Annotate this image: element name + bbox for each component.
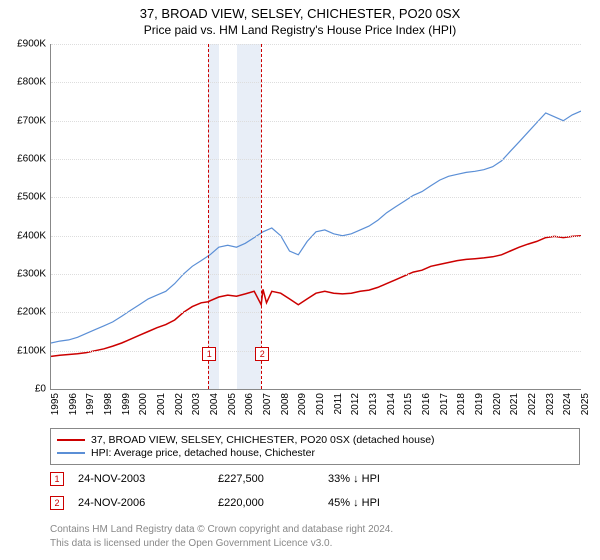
sale-marker-box: 1: [202, 347, 216, 361]
x-axis-label: 2010: [315, 393, 326, 423]
sale-price: £227,500: [218, 473, 328, 485]
x-axis-label: 2006: [244, 393, 255, 423]
legend-item-property: 37, BROAD VIEW, SELSEY, CHICHESTER, PO20…: [57, 434, 573, 446]
x-axis-label: 2002: [174, 393, 185, 423]
sale-marker-box: 2: [255, 347, 269, 361]
footnote-copyright: Contains HM Land Registry data © Crown c…: [50, 524, 393, 535]
sale-pct-vs-hpi: 33% ↓ HPI: [328, 473, 448, 485]
gridline: [51, 121, 581, 122]
x-axis-label: 2020: [492, 393, 503, 423]
x-axis-label: 2011: [333, 393, 344, 423]
y-axis-label: £300K: [4, 269, 46, 280]
title-subtitle: Price paid vs. HM Land Registry's House …: [0, 23, 600, 37]
x-axis-label: 2024: [562, 393, 573, 423]
legend-label: HPI: Average price, detached house, Chic…: [91, 447, 315, 459]
x-axis-label: 2008: [280, 393, 291, 423]
x-axis-label: 2000: [138, 393, 149, 423]
sale-row-2: 2 24-NOV-2006 £220,000 45% ↓ HPI: [50, 496, 580, 510]
x-axis-label: 2015: [403, 393, 414, 423]
x-axis-label: 2013: [368, 393, 379, 423]
chart-svg: [51, 44, 581, 389]
gridline: [51, 312, 581, 313]
x-axis-label: 1995: [50, 393, 61, 423]
sale-row-1: 1 24-NOV-2003 £227,500 33% ↓ HPI: [50, 472, 580, 486]
sale-date: 24-NOV-2003: [78, 473, 218, 485]
y-axis-label: £200K: [4, 307, 46, 318]
y-axis-label: £600K: [4, 154, 46, 165]
x-axis-label: 2018: [456, 393, 467, 423]
x-axis-label: 2017: [439, 393, 450, 423]
x-axis-label: 1999: [121, 393, 132, 423]
x-axis-label: 2003: [191, 393, 202, 423]
x-axis-label: 2022: [527, 393, 538, 423]
legend-swatch: [57, 439, 85, 441]
x-axis-label: 2012: [350, 393, 361, 423]
chart-container: 37, BROAD VIEW, SELSEY, CHICHESTER, PO20…: [0, 0, 600, 560]
gridline: [51, 159, 581, 160]
y-axis-label: £400K: [4, 230, 46, 241]
legend-box: 37, BROAD VIEW, SELSEY, CHICHESTER, PO20…: [50, 428, 580, 465]
legend-label: 37, BROAD VIEW, SELSEY, CHICHESTER, PO20…: [91, 434, 435, 446]
series-line-property: [51, 236, 581, 357]
sale-marker-line: [208, 44, 209, 389]
x-axis-label: 2014: [386, 393, 397, 423]
gridline: [51, 351, 581, 352]
title-block: 37, BROAD VIEW, SELSEY, CHICHESTER, PO20…: [0, 0, 600, 37]
x-axis-label: 2023: [545, 393, 556, 423]
series-line-hpi: [51, 111, 581, 343]
x-axis-label: 2009: [297, 393, 308, 423]
sale-marker-icon: 1: [50, 472, 64, 486]
x-axis-label: 2019: [474, 393, 485, 423]
x-axis-label: 2004: [209, 393, 220, 423]
x-axis-label: 2016: [421, 393, 432, 423]
gridline: [51, 197, 581, 198]
sale-price: £220,000: [218, 497, 328, 509]
x-axis-label: 2001: [156, 393, 167, 423]
sale-marker-line: [261, 44, 262, 389]
sale-marker-icon: 2: [50, 496, 64, 510]
sale-pct-vs-hpi: 45% ↓ HPI: [328, 497, 448, 509]
x-axis-label: 1996: [68, 393, 79, 423]
gridline: [51, 82, 581, 83]
sale-date: 24-NOV-2006: [78, 497, 218, 509]
gridline: [51, 274, 581, 275]
x-axis-label: 2021: [509, 393, 520, 423]
x-axis-label: 2007: [262, 393, 273, 423]
legend-swatch: [57, 452, 85, 454]
x-axis-label: 2025: [580, 393, 591, 423]
title-address: 37, BROAD VIEW, SELSEY, CHICHESTER, PO20…: [0, 6, 600, 21]
y-axis-label: £100K: [4, 345, 46, 356]
chart-plot-area: 12: [50, 44, 581, 390]
gridline: [51, 44, 581, 45]
y-axis-label: £0: [4, 384, 46, 395]
footnote-licence: This data is licensed under the Open Gov…: [50, 538, 332, 549]
legend-item-hpi: HPI: Average price, detached house, Chic…: [57, 447, 573, 459]
y-axis-label: £800K: [4, 77, 46, 88]
y-axis-label: £900K: [4, 39, 46, 50]
x-axis-label: 1998: [103, 393, 114, 423]
gridline: [51, 236, 581, 237]
y-axis-label: £700K: [4, 115, 46, 126]
x-axis-label: 1997: [85, 393, 96, 423]
y-axis-label: £500K: [4, 192, 46, 203]
x-axis-label: 2005: [227, 393, 238, 423]
